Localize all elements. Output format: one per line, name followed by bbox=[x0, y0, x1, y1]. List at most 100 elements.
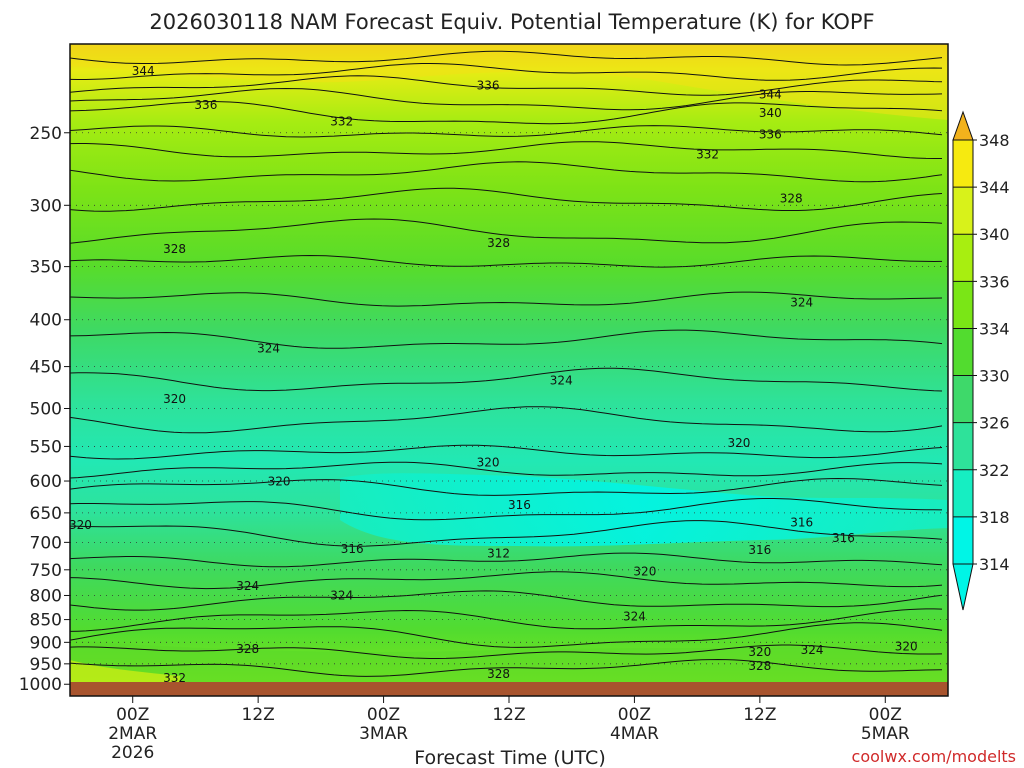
contour-line bbox=[70, 75, 943, 96]
contour-line bbox=[70, 590, 943, 611]
credit-text: coolwx.com/modelts bbox=[852, 747, 1016, 766]
contour-labels: 344 336 332 336 344 340 336 332 328 328 328 324 324 3… bbox=[69, 64, 918, 685]
contour-line bbox=[70, 520, 943, 547]
contour-label: 328 bbox=[748, 659, 771, 673]
contour-label: 328 bbox=[487, 667, 510, 681]
contour-label: 320 bbox=[163, 392, 186, 406]
contour-line bbox=[70, 367, 943, 392]
contour-label: 324 bbox=[257, 342, 280, 356]
contour-label: 320 bbox=[727, 436, 750, 450]
contour-label: 344 bbox=[759, 87, 782, 101]
y-tick-label: 700 bbox=[30, 533, 62, 553]
upper-warm-band bbox=[70, 44, 948, 120]
contour-label: 336 bbox=[477, 79, 500, 93]
colorbar-segment bbox=[953, 234, 973, 282]
contour-line bbox=[70, 461, 943, 479]
x-tick-label: 00Z bbox=[869, 705, 902, 725]
colorbar-bottom-extension bbox=[952, 563, 974, 611]
y-tick-label: 800 bbox=[30, 586, 62, 606]
colorbar-segment bbox=[953, 187, 973, 235]
contour-label: 312 bbox=[487, 547, 510, 561]
contour-line bbox=[70, 125, 943, 138]
y-tick-label: 950 bbox=[30, 655, 62, 675]
contour-line bbox=[70, 87, 943, 111]
colorbar-segment bbox=[953, 469, 973, 517]
contour-label: 320 bbox=[268, 475, 291, 489]
contour-label: 324 bbox=[236, 579, 259, 593]
contour-line bbox=[70, 329, 943, 349]
y-tick-label: 550 bbox=[30, 437, 62, 457]
x-tick-label: 2MAR bbox=[108, 724, 157, 744]
colorbar-segment bbox=[953, 422, 973, 470]
contour-line bbox=[70, 622, 943, 648]
contour-line bbox=[70, 608, 943, 632]
contour-line bbox=[70, 141, 942, 159]
contour-label: 316 bbox=[748, 543, 771, 557]
contour-label: 320 bbox=[895, 640, 918, 654]
contour-label: 332 bbox=[696, 147, 719, 161]
contour-label: 320 bbox=[748, 645, 771, 659]
x-tick-label: 12Z bbox=[743, 705, 776, 725]
colorbar-label: 334 bbox=[979, 319, 1010, 338]
x-tick-label: 00Z bbox=[618, 705, 651, 725]
contour-label: 316 bbox=[508, 498, 531, 512]
contour-line bbox=[70, 658, 943, 677]
contour-label: 316 bbox=[832, 531, 855, 545]
colorbar-segment bbox=[953, 328, 973, 376]
y-tick-label: 400 bbox=[30, 311, 62, 331]
contour-line bbox=[70, 63, 943, 81]
contour-line bbox=[70, 254, 943, 268]
contour-line bbox=[70, 644, 943, 659]
y-tick-label: 650 bbox=[30, 504, 62, 524]
contour-label: 332 bbox=[330, 114, 353, 128]
contour-label: 324 bbox=[623, 609, 646, 623]
colorbar-label: 344 bbox=[979, 178, 1010, 197]
colorbar-segment bbox=[953, 281, 973, 329]
x-tick-label: 00Z bbox=[367, 705, 400, 725]
contour-line bbox=[70, 291, 943, 307]
x-axis-title: Forecast Time (UTC) bbox=[414, 747, 605, 768]
colorbar-label: 330 bbox=[979, 367, 1010, 386]
colorbar-label: 318 bbox=[979, 508, 1010, 527]
colorbar-label: 326 bbox=[979, 414, 1010, 433]
colorbar-segment bbox=[953, 375, 973, 423]
contour-label: 316 bbox=[790, 516, 813, 530]
contour-line bbox=[70, 218, 943, 244]
contour-label: 336 bbox=[759, 127, 782, 141]
x-tick-label: 00Z bbox=[116, 705, 149, 725]
contour-line bbox=[70, 161, 943, 183]
contour-label: 320 bbox=[477, 456, 500, 470]
y-tick-label: 750 bbox=[30, 561, 62, 581]
y-tick-label: 350 bbox=[30, 258, 62, 278]
contour-line bbox=[70, 406, 943, 434]
contour-label: 340 bbox=[759, 106, 782, 120]
colorbar: 314 318 322 326 330 334 336 340 344 348 bbox=[952, 110, 1010, 611]
y-tick-label: 450 bbox=[30, 358, 62, 378]
colorbar-segment bbox=[953, 516, 973, 564]
contour-label: 324 bbox=[790, 295, 813, 309]
y-tick-label: 250 bbox=[30, 124, 62, 144]
y-tick-label: 600 bbox=[30, 472, 62, 492]
contour-label: 344 bbox=[132, 64, 155, 78]
y-axis: 2503003504004505005506006507007508008509… bbox=[19, 124, 70, 695]
contour-line bbox=[70, 571, 943, 590]
contour-label: 320 bbox=[69, 518, 92, 532]
contour-line bbox=[70, 187, 943, 212]
y-tick-label: 1000 bbox=[19, 675, 62, 695]
x-tick-label: 3MAR bbox=[359, 724, 408, 744]
contour-line bbox=[70, 444, 943, 460]
y-tick-label: 850 bbox=[30, 611, 62, 631]
y-tick-label: 900 bbox=[30, 633, 62, 653]
terrain-strip bbox=[70, 682, 948, 696]
contour-label: 316 bbox=[341, 542, 364, 556]
x-tick-label: 12Z bbox=[242, 705, 275, 725]
contour-line bbox=[70, 50, 943, 66]
colorbar-label: 314 bbox=[979, 555, 1010, 574]
plot-background bbox=[70, 44, 948, 696]
contour-label: 320 bbox=[633, 564, 656, 578]
contour-label: 328 bbox=[487, 236, 510, 250]
contour-label: 336 bbox=[194, 98, 217, 112]
contour-label: 328 bbox=[163, 242, 186, 256]
colorbar-label: 336 bbox=[979, 272, 1010, 291]
